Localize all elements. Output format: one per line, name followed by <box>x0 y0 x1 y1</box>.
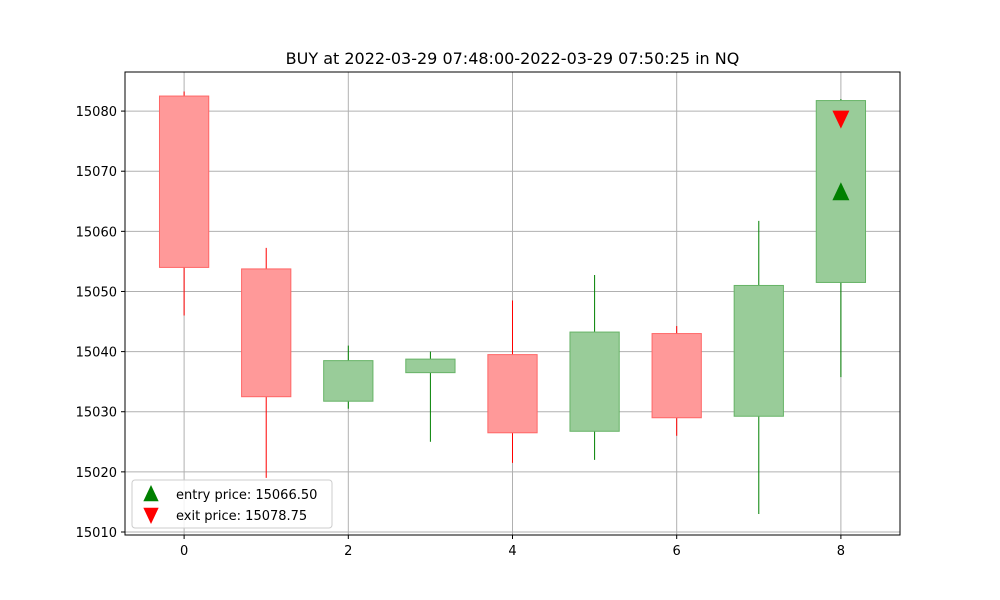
candle-up <box>733 220 784 514</box>
legend-entry-marker <box>143 485 159 502</box>
candle-up <box>815 99 867 378</box>
axis-ticks: 0 2 4 6 8 15010 15020 15030 15040 15050 15060 15070… <box>76 105 845 559</box>
candle-body <box>569 331 620 432</box>
legend-label: exit price: 15078.75 <box>176 509 307 524</box>
y-tick-label: 15020 <box>76 466 117 481</box>
x-tick-label: 0 <box>180 544 188 559</box>
y-tick-label: 15070 <box>76 165 117 180</box>
y-tick-label: 15010 <box>76 526 117 541</box>
candle-body <box>651 333 702 419</box>
candle-down <box>158 91 210 316</box>
candle-body <box>323 360 374 402</box>
candle-up <box>405 351 456 442</box>
legend-exit-marker <box>143 507 159 524</box>
candle-body <box>158 95 210 268</box>
trade-markers <box>832 110 850 201</box>
legend-label: entry price: 15066.50 <box>176 488 317 503</box>
exit-marker <box>832 110 850 129</box>
candle-body <box>487 354 538 434</box>
candle-up <box>323 345 374 409</box>
legend-box <box>131 479 333 529</box>
y-tick-label: 15060 <box>76 225 117 240</box>
candle-body <box>405 358 456 374</box>
x-tick-label: 8 <box>837 544 845 559</box>
candle-body <box>733 284 784 417</box>
y-tick-label: 15040 <box>76 346 117 361</box>
y-tick-label: 15080 <box>76 105 117 120</box>
x-tick-label: 2 <box>344 544 352 559</box>
candles <box>158 91 867 514</box>
x-tick-label: 4 <box>508 544 516 559</box>
entry-marker <box>832 182 850 201</box>
candle-down <box>487 300 538 463</box>
candle-up <box>569 274 620 460</box>
chart-title: BUY at 2022-03-29 07:48:00-2022-03-29 07… <box>286 49 740 68</box>
x-tick-label: 6 <box>673 544 681 559</box>
candle-down <box>651 326 702 436</box>
y-tick-label: 15030 <box>76 406 117 421</box>
candle-body <box>241 268 292 398</box>
y-tick-label: 15050 <box>76 285 117 300</box>
candle-down <box>241 247 292 478</box>
legend: entry price: 15066.50 exit price: 15078.7… <box>131 479 333 529</box>
